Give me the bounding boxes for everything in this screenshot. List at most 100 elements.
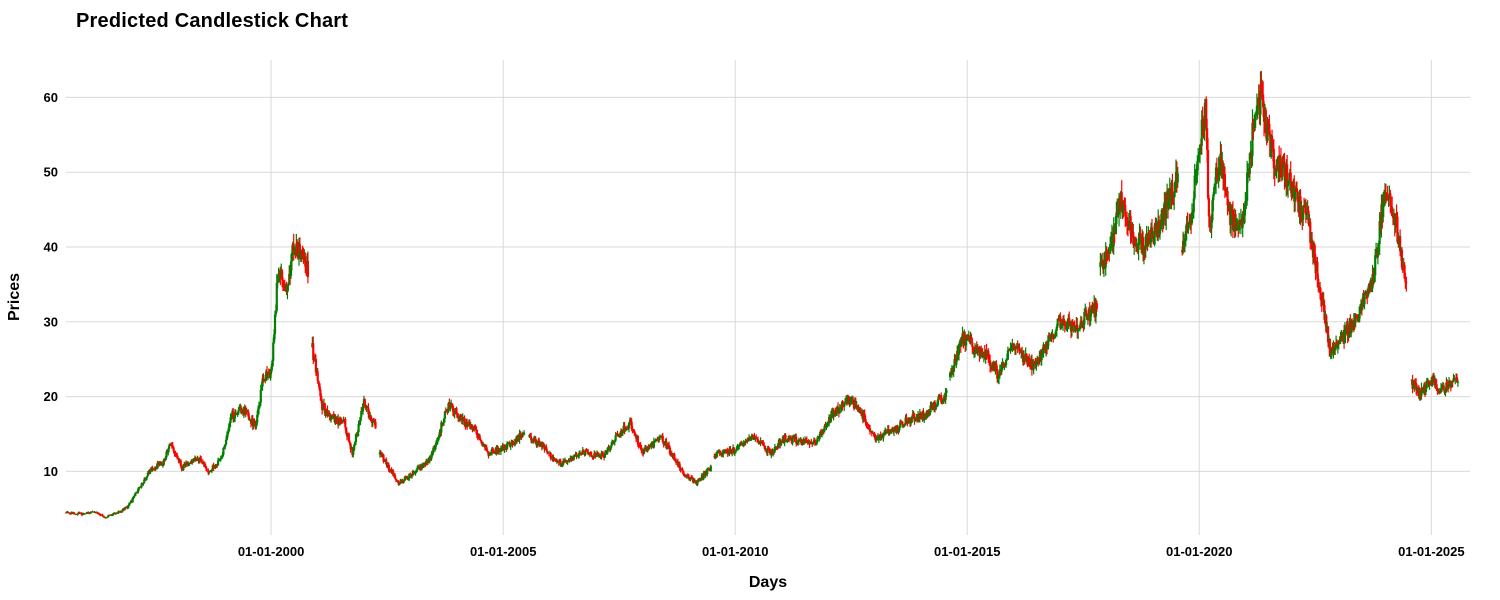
candle-body-down [153,468,157,470]
candle-body-down [763,446,767,450]
candle-body-down [913,416,916,422]
candle-body-up [734,450,737,453]
candle-body-down [596,452,599,455]
candle-body-down [1395,214,1398,217]
candle-body-up [536,442,539,446]
candle-body-down [172,447,175,452]
candle-body-up [1173,182,1177,192]
candle-body-down [519,433,522,435]
candle-body-up [689,477,692,481]
candle-body-up [835,413,838,416]
candle-body-down [977,347,980,351]
candle-body-up [1394,214,1397,226]
candle-body-up [561,464,564,466]
candle-body-down [1037,357,1040,363]
candle-body-down [1037,362,1041,363]
candle-body-up [168,445,171,449]
candle-body-down [859,407,862,412]
candle-body-up [342,420,345,422]
candle-body-up [605,452,608,454]
candle-body-up [910,416,913,423]
candle-body-down [459,416,462,417]
candle-body-up [286,285,289,293]
candle-body-down [1322,299,1325,306]
candle-body-up [600,453,603,457]
candle-body-down [1132,232,1135,245]
candle-body-down [487,451,490,456]
candle-body-up [1366,289,1370,296]
candle-body-up [1439,388,1443,392]
candle-body-up [123,507,126,511]
candle-body-up [184,462,188,466]
candle-body-up [352,450,355,455]
candle-body-up [1456,382,1460,383]
candle-body-down [1267,122,1270,124]
candle-body-up [654,439,657,441]
candle-body-up [1047,335,1050,342]
candle-body-up [997,373,1001,379]
candle-body-up [128,502,132,504]
candle-body-down [970,337,973,343]
candle-body-down [873,433,876,437]
candle-body-up [440,422,443,433]
candle-body-down [868,428,872,432]
candle-body-up [133,495,136,497]
candle-body-down [1148,236,1151,240]
candle-body-down [530,436,533,441]
candle-body-down [68,512,71,514]
candle-body-up [1337,341,1340,345]
candle-body-up [112,513,115,515]
candle-body-down [344,419,347,428]
candle-body-down [1313,245,1316,257]
candle-body-down [82,513,85,515]
candle-body-down [104,516,107,518]
candle-body-down [64,512,68,514]
y-axis-label: Prices [6,273,23,321]
candle-body-up [435,441,438,443]
candle-body-up [137,487,141,490]
candle-body-up [1213,186,1216,195]
candle-body-up [843,403,846,407]
candle-body-up [936,400,939,406]
candle-body-up [929,405,932,413]
candle-body-down [1125,217,1129,226]
axes: 10 20 30 40 50 60 01-01-2000 01-01-2005 01-01-20… [44,90,1465,559]
candle-body-up [890,429,893,432]
candle-body-down [1396,216,1399,243]
candle-body-down [866,423,869,426]
candle-body-down [559,460,562,466]
candle-body-down [234,412,237,415]
candle-body-down [836,406,840,411]
candle-body-down [1421,387,1424,392]
candle-body-down [1028,358,1031,366]
candle-body-down [319,389,322,397]
candle-body-down [972,346,975,354]
candle-body-down [620,430,623,434]
candle-body-down [380,452,383,457]
candle-body-up [850,400,853,402]
candle-body-down [339,417,342,422]
candle-body-up [773,447,776,452]
candle-body-up [1397,239,1400,243]
candle-body-up [198,457,201,461]
candle-body-up [749,437,752,441]
candle-body-down [926,410,929,412]
candle-body-up [259,389,262,403]
candle-body-down [987,350,990,360]
candle-body-down [1273,168,1276,173]
candle-body-down [546,450,549,453]
candle-body-down [176,454,179,458]
candle-body-up [1383,195,1386,204]
candle-body-up [1198,154,1201,157]
candle-body-up [791,436,794,443]
candle-body-up [223,446,226,449]
candle-body-up [353,444,356,451]
candle-body-up [1147,236,1150,245]
candle-body-down [97,513,101,515]
candle-body-up [289,261,293,276]
candle-body-down [755,438,759,440]
candle-body-up [210,469,213,472]
candle-body-down [789,436,792,438]
candle-body-up [1246,172,1249,201]
candle-body-up [1086,317,1090,320]
